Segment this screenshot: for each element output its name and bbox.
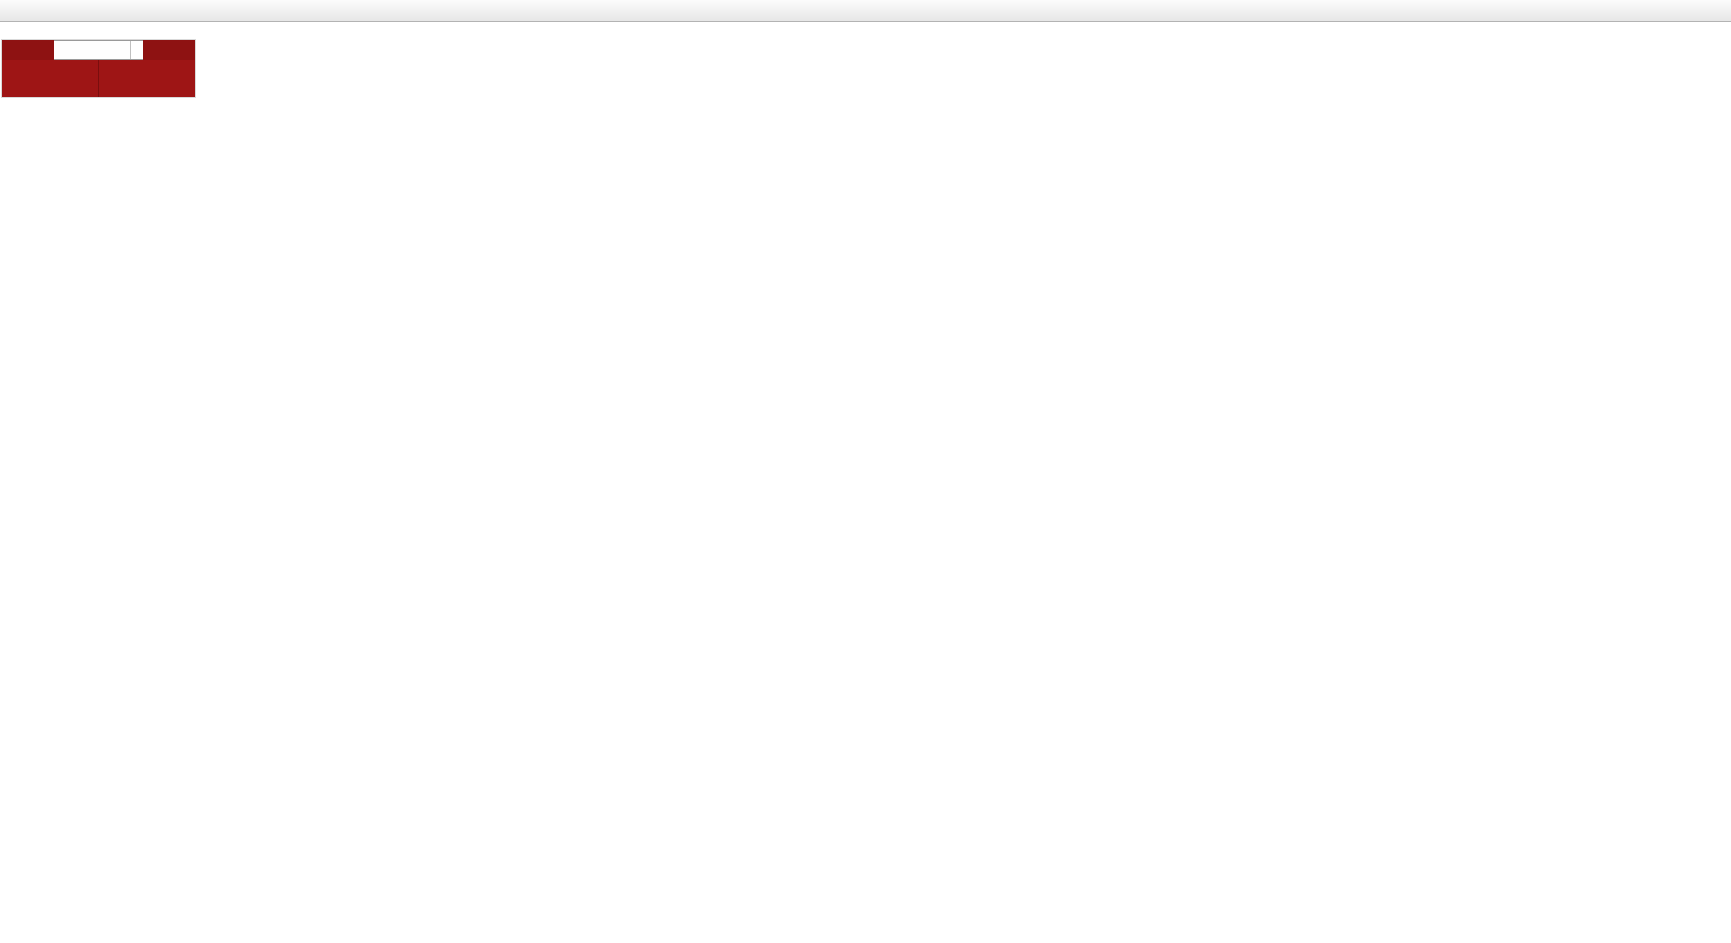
volume-increase-button[interactable] — [131, 41, 143, 50]
volume-input[interactable] — [54, 41, 130, 59]
main-toolbar — [0, 0, 1731, 22]
volume-stepper — [130, 41, 143, 59]
sell-price-display[interactable] — [2, 60, 99, 97]
chart-ohlc-info — [6, 25, 9, 36]
volume-decrease-button[interactable] — [131, 50, 143, 59]
volume-box — [54, 40, 143, 60]
buy-button[interactable] — [143, 40, 195, 60]
buy-price-display[interactable] — [99, 60, 195, 97]
sell-button[interactable] — [2, 40, 54, 60]
one-click-trading-panel — [2, 40, 195, 97]
